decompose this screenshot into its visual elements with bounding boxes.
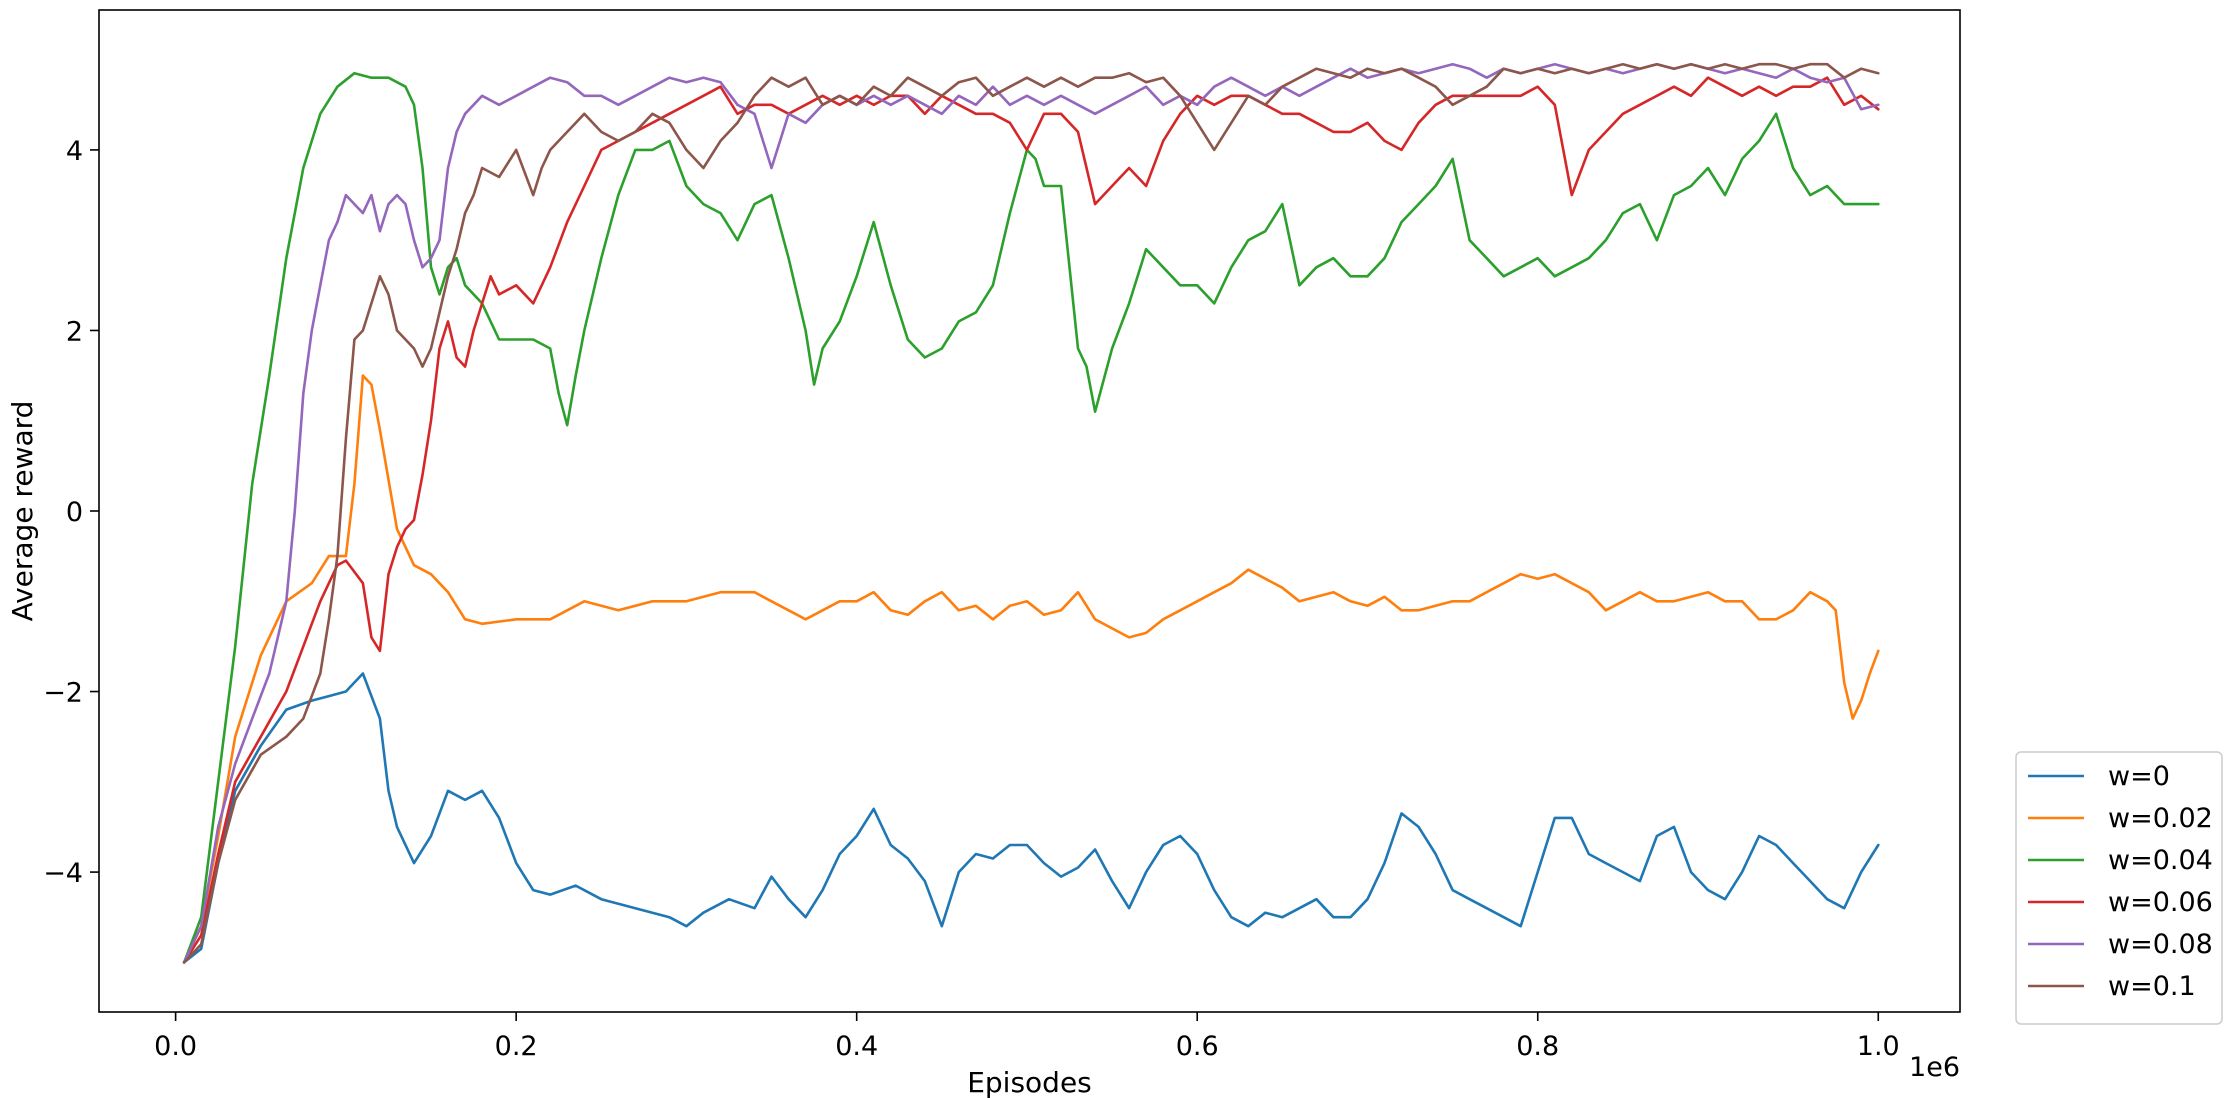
x-axis-label: Episodes <box>967 1066 1092 1098</box>
x-tick-label: 0.6 <box>1176 1031 1219 1062</box>
x-axis: 0.0 0.2 0.4 0.6 0.8 1.0 <box>154 1012 1900 1062</box>
legend-label-3: w=0.06 <box>2108 887 2213 918</box>
series-line-1 <box>182 374 1880 964</box>
x-axis-offset-label: 1e6 <box>1909 1052 1960 1083</box>
x-tick-label: 0.0 <box>154 1031 197 1062</box>
series-line-3 <box>182 76 1880 964</box>
x-tick-label: 1.0 <box>1857 1031 1900 1062</box>
legend-label-0: w=0 <box>2108 761 2170 792</box>
series-line-2 <box>182 71 1880 964</box>
series-line-5 <box>182 62 1880 964</box>
y-tick-label: 4 <box>66 136 83 167</box>
series-line-0 <box>182 672 1880 964</box>
y-tick-label: 0 <box>66 497 83 528</box>
legend-label-4: w=0.08 <box>2108 929 2213 960</box>
y-tick-label: 2 <box>66 316 83 347</box>
y-tick-label: −4 <box>43 858 83 889</box>
y-axis: −4 −2 0 2 4 <box>43 136 99 889</box>
x-tick-label: 0.4 <box>835 1031 878 1062</box>
legend: w=0 w=0.02 w=0.04 w=0.06 w=0.08 w=0.1 <box>2015 751 2223 1025</box>
y-axis-label: Average reward <box>6 401 39 622</box>
x-tick-label: 0.2 <box>495 1031 538 1062</box>
legend-box <box>2015 751 2223 1025</box>
legend-label-2: w=0.04 <box>2108 845 2213 876</box>
series-layer <box>182 62 1880 964</box>
x-tick-label: 0.8 <box>1516 1031 1559 1062</box>
legend-label-1: w=0.02 <box>2108 803 2213 834</box>
y-tick-label: −2 <box>43 678 83 709</box>
series-line-4 <box>182 62 1880 964</box>
legend-label-5: w=0.1 <box>2108 971 2196 1002</box>
